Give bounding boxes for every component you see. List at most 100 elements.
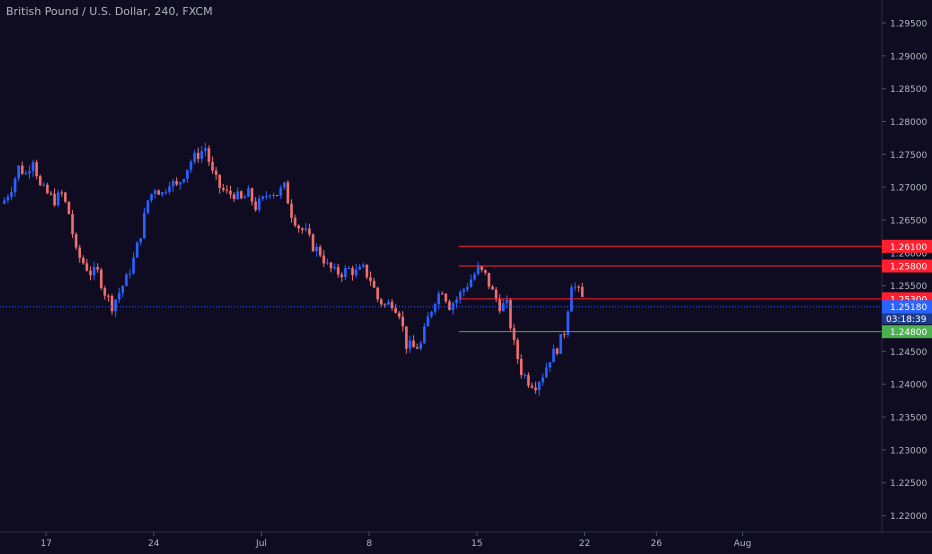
candle-body: [555, 348, 559, 354]
candle-body: [143, 212, 146, 239]
candle-body: [304, 228, 308, 230]
candle-body: [17, 165, 20, 179]
time-tick-label: Aug: [734, 539, 752, 549]
candle-body: [498, 298, 502, 312]
candle-body: [415, 347, 419, 349]
candle-body: [196, 152, 200, 159]
candle-body: [318, 246, 322, 256]
horizontal-lines-layer: [0, 245, 882, 333]
level-price-label: 1.25800: [890, 263, 927, 273]
candle-body: [534, 387, 537, 391]
price-tick-label: 1.28000: [890, 118, 927, 128]
candle-body: [207, 148, 211, 162]
candle-body: [469, 279, 473, 287]
candle-body: [236, 191, 239, 200]
price-tick-label: 1.23500: [890, 414, 927, 424]
candle-body: [71, 214, 74, 235]
candle-body: [559, 333, 563, 354]
candle-body: [570, 287, 573, 312]
time-tick-label: 24: [148, 539, 160, 549]
current-price-label-bg: [882, 300, 932, 314]
candle-body: [99, 269, 103, 289]
candle-body: [290, 203, 293, 218]
candle-body: [397, 312, 401, 317]
candle-body: [232, 194, 236, 200]
candle-body: [297, 225, 300, 229]
bar-countdown: 03:18:39: [886, 315, 927, 325]
candle-body: [157, 190, 160, 195]
candle-body: [10, 192, 13, 197]
candle-body: [146, 200, 150, 213]
candle-body: [38, 176, 42, 186]
candle-body: [85, 263, 89, 271]
candle-body: [20, 165, 24, 174]
candle-body: [308, 228, 311, 235]
candle-body: [272, 195, 275, 197]
candle-body: [125, 274, 128, 287]
level-price-label: 1.26100: [890, 243, 927, 253]
candle-body: [494, 289, 498, 299]
candle-body: [523, 374, 527, 376]
price-tick-label: 1.27000: [890, 184, 927, 194]
price-tick-label: 1.27500: [890, 151, 927, 161]
candle-body: [53, 193, 56, 206]
candle-body: [545, 367, 548, 378]
level-price-label: 1.24800: [890, 328, 927, 338]
time-tick-label: 26: [651, 539, 663, 549]
candle-body: [153, 190, 157, 194]
candle-body: [577, 286, 580, 288]
candle-body: [423, 326, 426, 344]
candle-body: [89, 270, 92, 276]
candle-body: [466, 286, 469, 290]
candle-body: [160, 192, 164, 195]
candle-body: [333, 267, 336, 269]
candles-layer: [3, 142, 584, 396]
candle-body: [462, 289, 466, 292]
candle-body: [552, 348, 555, 363]
candle-body: [193, 152, 196, 162]
level-price-label-bg: [882, 325, 932, 339]
candle-body: [433, 304, 437, 312]
candle-body: [563, 333, 566, 335]
price-tick-label: 1.25500: [890, 282, 927, 292]
candle-body: [74, 234, 78, 248]
candle-body: [265, 196, 268, 198]
candle-body: [401, 316, 405, 327]
candle-body: [28, 171, 31, 174]
candle-body: [491, 286, 494, 290]
candle-body: [114, 299, 117, 312]
candle-body: [455, 299, 458, 304]
candle-body: [541, 377, 545, 383]
candle-body: [35, 162, 38, 177]
time-tick-label: Jul: [255, 539, 267, 549]
candle-body: [344, 268, 347, 278]
candle-body: [340, 274, 344, 278]
candle-body: [221, 187, 225, 190]
candle-body: [60, 192, 64, 194]
current-price-label: 1.25180: [890, 303, 927, 313]
candle-body: [527, 374, 530, 386]
time-tick-label: 22: [579, 539, 590, 549]
candle-body: [31, 162, 35, 172]
candle-body: [107, 295, 110, 297]
candle-body: [440, 293, 444, 295]
price-tick-label: 1.26000: [890, 249, 927, 259]
price-labels-layer: 1.261001.258001.253001.248001.251001.251…: [882, 239, 932, 339]
candle-body: [566, 311, 570, 335]
candle-body: [362, 264, 365, 267]
candle-body: [537, 382, 541, 391]
price-tick-label: 1.24000: [890, 381, 927, 391]
candle-body: [408, 340, 412, 349]
candle-body: [225, 189, 229, 191]
candle-body: [139, 238, 143, 243]
candle-body: [132, 257, 135, 274]
candle-body: [257, 198, 261, 211]
candle-body: [405, 326, 408, 349]
candle-body: [64, 192, 67, 202]
time-axis[interactable]: 17 24 Jul 8 15 22 26 Aug: [40, 532, 751, 549]
candle-body: [49, 193, 53, 195]
candle-body: [164, 191, 168, 193]
